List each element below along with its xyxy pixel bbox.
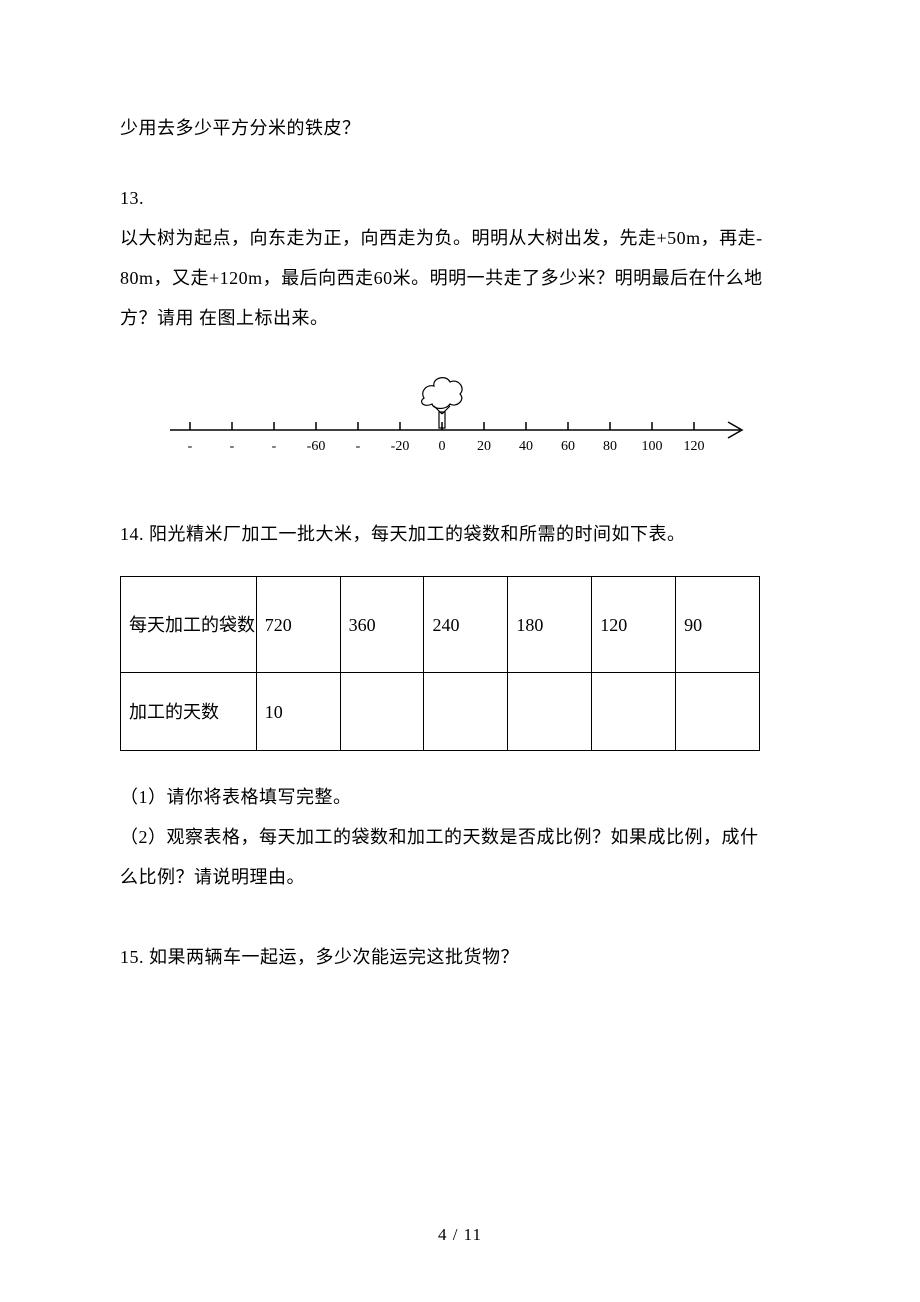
cell-empty [676,673,760,751]
q14-sub2-line1: （2）观察表格，每天加工的袋数和加工的天数是否成比例？如果成比例，成什 [120,819,800,855]
cell: 360 [340,577,424,673]
q12-tail-line: 少用去多少平方分米的铁皮？ [120,110,800,146]
table-row: 加工的天数 10 [121,673,760,751]
page-number: 4 / 11 [0,1218,920,1252]
svg-text:120: 120 [684,439,705,454]
q15-text: 如果两辆车一起运，多少次能运完这批货物？ [149,947,519,967]
q13-line1: 以大树为起点，向东走为正，向西走为负。明明从大树出发，先走+50m，再走- [120,220,800,256]
row-label-days: 加工的天数 [121,673,257,751]
svg-text:-20: -20 [391,439,410,454]
svg-text:-: - [188,439,193,454]
svg-text:100: 100 [642,439,663,454]
q13-line3: 方？请用 在图上标出来。 [120,300,800,336]
svg-text:-: - [230,439,235,454]
q15-number: 15. [120,947,144,967]
svg-text:40: 40 [519,439,533,454]
cell-empty [340,673,424,751]
q14-sub1: （1）请你将表格填写完整。 [120,779,800,815]
table-row: 每天加工的袋数 720 360 240 180 120 90 [121,577,760,673]
svg-text:20: 20 [477,439,491,454]
cell-empty [424,673,508,751]
svg-text:80: 80 [603,439,617,454]
cell-empty [592,673,676,751]
q15-stem: 15. 如果两辆车一起运，多少次能运完这批货物？ [120,939,800,975]
svg-text:60: 60 [561,439,575,454]
ticks [190,422,694,430]
cell: 120 [592,577,676,673]
cell: 720 [256,577,340,673]
q14-stem: 14. 阳光精米厂加工一批大米，每天加工的袋数和所需的时间如下表。 [120,516,800,552]
q14-sub2-line2: 么比例？请说明理由。 [120,859,800,895]
q14-table: 每天加工的袋数 720 360 240 180 120 90 加工的天数 10 [120,576,760,751]
tree-icon [422,378,463,428]
row-label-bags: 每天加工的袋数 [121,577,257,673]
number-line-figure: - - - -60 - -20 0 20 40 60 80 100 120 [120,360,800,482]
svg-text:-: - [272,439,277,454]
cell: 180 [508,577,592,673]
cell: 90 [676,577,760,673]
svg-text:0: 0 [439,439,446,454]
cell: 10 [256,673,340,751]
q14-number: 14. [120,524,144,544]
q14-text: 阳光精米厂加工一批大米，每天加工的袋数和所需的时间如下表。 [149,524,686,544]
tick-labels: - - - -60 - -20 0 20 40 60 80 100 120 [188,439,705,454]
q13-line2: 80m，又走+120m，最后向西走60米。明明一共走了多少米？明明最后在什么地 [120,260,800,296]
svg-text:-60: -60 [307,439,326,454]
number-line-svg: - - - -60 - -20 0 20 40 60 80 100 120 [160,360,760,470]
cell-empty [508,673,592,751]
cell: 240 [424,577,508,673]
q13-number: 13. [120,180,800,216]
svg-text:-: - [356,439,361,454]
